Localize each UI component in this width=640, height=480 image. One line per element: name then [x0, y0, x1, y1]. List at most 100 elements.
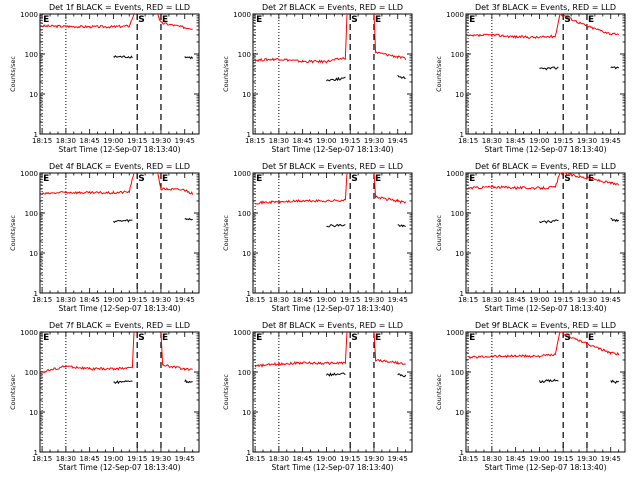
x-tick-label: 19:30 [364, 455, 384, 463]
event-marker-label: S [351, 174, 357, 184]
y-tick-label: 1 [460, 131, 464, 139]
y-tick-label: 100 [238, 51, 251, 59]
chart-panel: Det 3f BLACK = Events, RED = LLD Counts/s… [435, 3, 626, 154]
x-tick-label: 19:15 [553, 137, 573, 145]
lld-rate-line [467, 331, 620, 360]
x-tick-label: 19:30 [364, 296, 384, 304]
lld-rate-line [467, 171, 620, 191]
y-axis-label: Counts/sec [9, 215, 17, 251]
x-tick-label: 18:30 [56, 137, 76, 145]
x-tick-label: 18:45 [80, 296, 100, 304]
event-rate-line [113, 379, 193, 385]
plot-frame [465, 13, 626, 135]
y-axis-label: Counts/sec [222, 56, 230, 92]
x-tick-label: 19:45 [388, 137, 408, 145]
event-marker-label: S [351, 15, 357, 25]
x-tick-label: 19:45 [175, 455, 195, 463]
chart-title: Det 2f BLACK = Events, RED = LLD [262, 3, 403, 12]
event-marker-label: S [138, 15, 144, 25]
x-tick-label: 19:30 [577, 296, 597, 304]
y-tick-label: 1000 [446, 329, 464, 337]
y-axis-label: Counts/sec [222, 215, 230, 251]
x-axis-label: Start Time (12-Sep-07 18:13:40) [485, 463, 607, 472]
y-axis-label: Counts/sec [222, 374, 230, 410]
event-rate-line [325, 372, 407, 378]
x-tick-label: 19:45 [601, 137, 621, 145]
x-tick-label: 18:15 [458, 137, 478, 145]
x-tick-label: 19:45 [175, 296, 195, 304]
x-tick-label: 18:15 [32, 137, 52, 145]
y-tick-label: 1 [34, 290, 38, 298]
plot-frame [39, 13, 200, 135]
x-tick-label: 19:00 [316, 137, 336, 145]
event-rate-line [113, 55, 194, 60]
y-tick-label: 10 [29, 409, 38, 417]
event-marker-label: S [564, 174, 570, 184]
x-tick-label: 18:45 [80, 455, 100, 463]
x-tick-label: 19:15 [553, 455, 573, 463]
y-tick-label: 1 [34, 449, 38, 457]
x-tick-label: 19:30 [577, 137, 597, 145]
y-axis-label: Counts/sec [9, 374, 17, 410]
event-rate-line [326, 74, 406, 82]
y-tick-label: 100 [451, 51, 464, 59]
event-rate-line [539, 217, 620, 224]
plot-frame [465, 172, 626, 294]
y-tick-label: 1 [460, 290, 464, 298]
x-tick-label: 18:15 [458, 296, 478, 304]
x-tick-label: 18:15 [32, 455, 52, 463]
event-marker-label: E [162, 333, 168, 343]
x-tick-label: 19:00 [529, 137, 549, 145]
x-tick-label: 19:00 [316, 296, 336, 304]
event-marker-label: S [564, 15, 570, 25]
y-tick-label: 1000 [233, 11, 251, 19]
x-tick-label: 18:30 [56, 296, 76, 304]
plot-frame [252, 13, 413, 135]
chart-title: Det 9f BLACK = Events, RED = LLD [475, 321, 616, 330]
plot-frame [39, 331, 200, 453]
x-tick-label: 18:15 [245, 137, 265, 145]
event-marker-label: E [43, 333, 49, 343]
y-tick-label: 10 [242, 250, 251, 258]
x-tick-label: 19:00 [316, 455, 336, 463]
y-tick-label: 100 [25, 369, 38, 377]
y-tick-label: 1 [460, 449, 464, 457]
chart-panel: Det 1f BLACK = Events, RED = LLD Counts/s… [9, 3, 200, 154]
chart-panel: Det 8f BLACK = Events, RED = LLD Counts/s… [222, 321, 413, 472]
event-marker-label: E [375, 333, 381, 343]
x-axis-label: Start Time (12-Sep-07 18:13:40) [272, 145, 394, 154]
x-axis-label: Start Time (12-Sep-07 18:13:40) [272, 304, 394, 313]
y-tick-label: 10 [455, 250, 464, 258]
y-tick-label: 1 [247, 131, 251, 139]
lld-rate-line [254, 331, 406, 368]
chart-title: Det 8f BLACK = Events, RED = LLD [262, 321, 403, 330]
x-tick-label: 19:45 [388, 455, 408, 463]
y-axis-label: Counts/sec [435, 374, 443, 410]
event-marker-label: E [256, 174, 262, 184]
chart-panel: Det 9f BLACK = Events, RED = LLD Counts/s… [435, 321, 626, 472]
chart-panel: Det 7f BLACK = Events, RED = LLD Counts/s… [9, 321, 200, 472]
x-tick-label: 19:15 [127, 296, 147, 304]
lld-rate-line [41, 172, 194, 195]
y-tick-label: 10 [242, 409, 251, 417]
lld-rate-line [41, 331, 193, 374]
x-tick-label: 19:00 [529, 455, 549, 463]
y-tick-label: 1000 [20, 329, 38, 337]
x-tick-label: 18:45 [293, 455, 313, 463]
event-rate-line [326, 223, 406, 228]
x-tick-label: 19:00 [529, 296, 549, 304]
x-tick-label: 18:15 [32, 296, 52, 304]
plot-frame [39, 172, 200, 294]
y-tick-label: 10 [242, 91, 251, 99]
y-tick-label: 1000 [446, 170, 464, 178]
x-axis-label: Start Time (12-Sep-07 18:13:40) [59, 304, 181, 313]
event-marker-label: S [138, 174, 144, 184]
x-tick-label: 19:45 [601, 455, 621, 463]
y-tick-label: 100 [238, 210, 251, 218]
chart-title: Det 7f BLACK = Events, RED = LLD [49, 321, 190, 330]
y-tick-label: 100 [238, 369, 251, 377]
lld-rate-line [468, 13, 620, 40]
chart-title: Det 3f BLACK = Events, RED = LLD [475, 3, 616, 12]
x-tick-label: 19:30 [151, 455, 171, 463]
